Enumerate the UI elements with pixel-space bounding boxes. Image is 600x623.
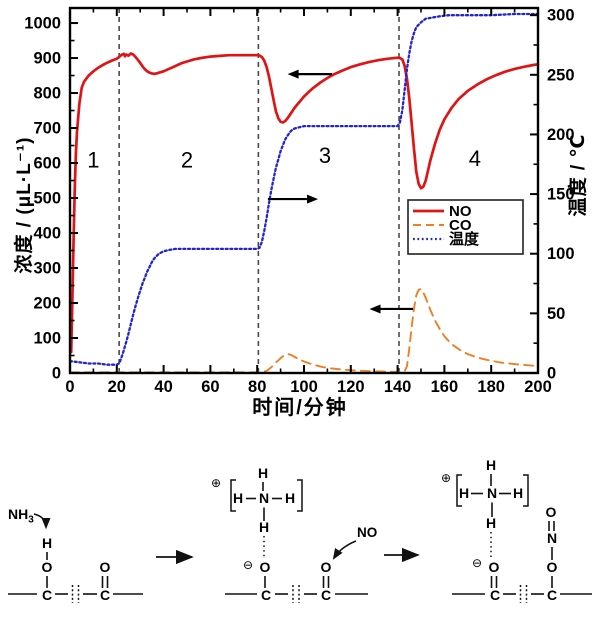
atom-c: C: [42, 587, 52, 603]
region-label-3: 3: [319, 143, 331, 168]
x-tick-label: 60: [201, 378, 219, 396]
legend-box: [407, 199, 524, 255]
atom-o: O: [260, 559, 271, 575]
x-tick-label: 20: [108, 378, 126, 396]
y-left-tick-label: 700: [33, 120, 61, 138]
atom-h: H: [486, 457, 496, 473]
atom-h: H: [513, 485, 523, 501]
atom-n: N: [487, 485, 497, 501]
x-tick-label: 120: [337, 378, 365, 396]
y-right-tick-label: 100: [547, 245, 575, 263]
atom-h: H: [258, 465, 268, 481]
atom-h: H: [233, 490, 243, 506]
atom-c: C: [547, 587, 557, 603]
x-tick-label: 140: [384, 378, 412, 396]
series-NO: [69, 52, 540, 354]
legend-label-CO: CO: [449, 217, 472, 234]
y-left-tick-label: 900: [33, 50, 61, 68]
structure-nitrite: ⊕ H H N H H ⊖ O C C O: [441, 457, 592, 603]
y-right-tick-label: 200: [547, 126, 575, 144]
structure-initial: NH3 H O C C O: [8, 506, 143, 603]
x-tick-label: 200: [524, 378, 552, 396]
no-attack-arrow: [332, 540, 357, 560]
axis-indicator-arrowhead: [307, 194, 319, 204]
atom-h: H: [259, 519, 269, 535]
chart-plot: 0 20 40 60 80 100 120 140 160 180 2000100200300400…: [24, 7, 574, 396]
gas-temperature-chart: 0 20 40 60 80 100 120 140 160 180 2000100200300400…: [12, 7, 589, 419]
minus-charge: ⊖: [472, 556, 482, 570]
region-label-1: 1: [87, 148, 99, 173]
nh3-label: NH3: [8, 506, 34, 526]
y-left-tick-label: 1000: [24, 15, 61, 33]
reaction-mechanism-diagram: NH3 H O C C O ⊕ H H: [8, 457, 592, 603]
atom-h: H: [486, 515, 496, 531]
left-axis-title: 浓度 / (μL·L⁻¹): [12, 136, 35, 273]
series-CO: [69, 288, 539, 374]
atom-c: C: [490, 587, 500, 603]
no-label: NO: [357, 525, 377, 540]
nh3-text: NH: [8, 506, 28, 522]
x-tick-label: 180: [477, 378, 505, 396]
y-right-tick-label: 50: [547, 305, 565, 323]
legend-label-温度: 温度: [449, 230, 480, 248]
nh3-attack-arrow: [33, 513, 51, 530]
axis-indicator-arrowhead: [369, 304, 381, 314]
atom-c: C: [100, 587, 110, 603]
region-label-2: 2: [181, 148, 193, 173]
atom-h: H: [285, 490, 295, 506]
atom-o: O: [100, 559, 111, 575]
axis-indicator-arrowhead: [287, 69, 299, 79]
atom-o: O: [321, 559, 332, 575]
x-tick-label: 40: [154, 378, 172, 396]
region-label-4: 4: [469, 146, 481, 171]
y-left-tick-label: 800: [33, 85, 61, 103]
y-right-tick-label: 300: [547, 7, 575, 25]
atom-o: O: [489, 559, 500, 575]
x-tick-label: 80: [248, 378, 266, 396]
y-left-tick-label: 100: [33, 330, 61, 348]
legend-label-NO: NO: [449, 203, 472, 220]
right-axis-title: 温度 / ℃: [566, 134, 589, 217]
plus-charge: ⊕: [441, 471, 451, 485]
atom-c: C: [321, 587, 331, 603]
y-right-tick-label: 250: [547, 66, 575, 84]
atom-o: O: [547, 559, 558, 575]
structure-ammonium-carboxylate: ⊕ H H N H H ⊖ O C C O: [211, 465, 377, 603]
y-right-tick-label: 150: [547, 186, 575, 204]
atom-c: C: [261, 587, 271, 603]
y-left-tick-label: 0: [52, 365, 61, 383]
y-left-tick-label: 400: [33, 225, 61, 243]
atom-n: N: [547, 530, 557, 546]
atom-o: O: [546, 504, 557, 520]
y-right-tick-label: 0: [547, 365, 556, 383]
nh3-subscript: 3: [28, 515, 34, 526]
plus-charge: ⊕: [211, 476, 221, 490]
x-tick-label: 100: [290, 378, 318, 396]
y-left-tick-label: 500: [33, 190, 61, 208]
atom-h: H: [42, 535, 52, 551]
atom-h: H: [459, 485, 469, 501]
minus-charge: ⊖: [243, 558, 253, 572]
x-tick-label: 160: [431, 378, 459, 396]
bracket-right: [297, 479, 303, 512]
y-left-tick-label: 200: [33, 295, 61, 313]
atom-n: N: [259, 490, 269, 506]
series-温度: [68, 12, 540, 366]
y-left-tick-label: 600: [33, 155, 61, 173]
x-axis-title: 时间/分钟: [252, 395, 348, 419]
y-left-tick-label: 300: [33, 260, 61, 278]
atom-o: O: [42, 559, 53, 575]
bracket-left: [230, 479, 236, 512]
bracket-right: [523, 474, 529, 507]
x-tick-label: 0: [65, 378, 74, 396]
bracket-left: [456, 474, 462, 507]
